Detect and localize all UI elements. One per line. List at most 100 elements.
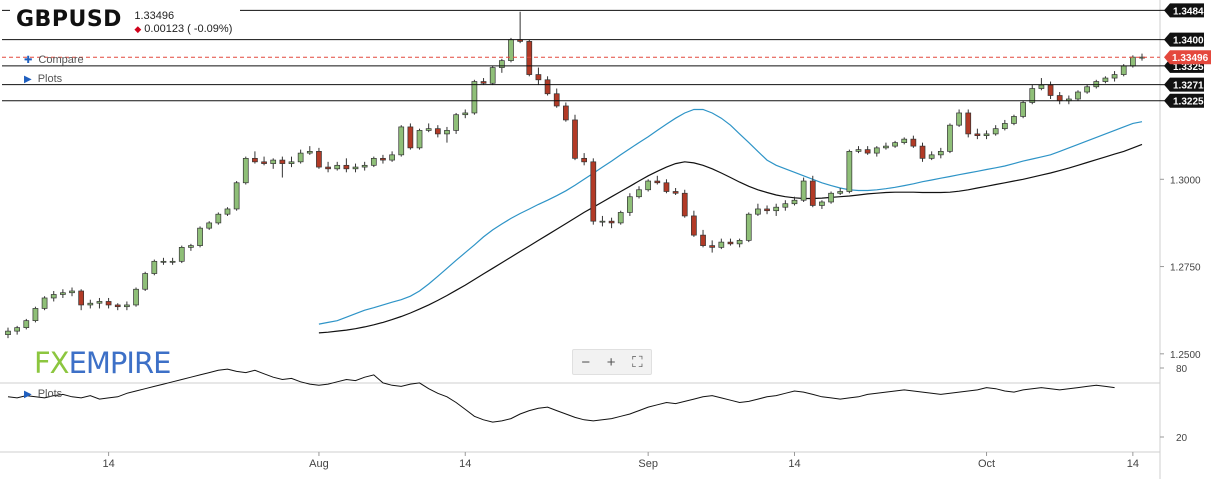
candle-body	[407, 126, 414, 149]
candle	[755, 203, 761, 216]
candle	[1047, 81, 1054, 99]
candle	[215, 212, 222, 225]
candle-body	[252, 157, 258, 163]
candle	[608, 217, 615, 229]
candle-body	[1093, 81, 1100, 88]
candle	[261, 156, 267, 166]
candle	[151, 259, 158, 276]
candle-body	[14, 327, 20, 332]
candle-body	[572, 119, 578, 159]
level-label-bg	[1164, 32, 1204, 47]
price-box: 1.33496 ◆ 0.00123 ( -0.09%)	[134, 10, 232, 36]
candle	[1029, 85, 1036, 105]
candle-body	[755, 208, 761, 215]
candle-body	[288, 161, 295, 164]
candle-body	[700, 234, 706, 246]
level-label: 1.3484	[1164, 3, 1204, 17]
candle-body	[983, 133, 990, 136]
candle	[343, 158, 350, 173]
candle	[965, 109, 972, 138]
candle-body	[846, 151, 853, 192]
candle-body	[956, 112, 962, 126]
candle	[764, 205, 770, 215]
horizontal-levels[interactable]: 1.3484 1.3400 1.3325 1.3271 1.3225 1.33496	[2, 3, 1211, 108]
candle-body	[325, 166, 331, 170]
candle	[663, 179, 670, 194]
level-label-text: 1.3325	[1173, 62, 1204, 73]
candle	[206, 221, 213, 230]
candle	[142, 271, 149, 291]
candle-body	[608, 220, 615, 224]
candle	[434, 125, 441, 138]
candle	[297, 149, 304, 164]
candle	[508, 37, 514, 63]
candle	[937, 147, 944, 159]
zoom-out-button[interactable]: −	[581, 353, 591, 371]
candle-body	[1075, 91, 1081, 100]
candle	[992, 125, 999, 136]
level-label: 1.3225	[1164, 93, 1204, 108]
candle	[974, 128, 981, 140]
x-tick-label: 14	[102, 458, 114, 470]
plots-label: Plots	[37, 73, 63, 85]
candle-body	[837, 191, 844, 194]
ma-fast-line	[318, 108, 1143, 325]
candle-body	[206, 222, 213, 229]
candle-body	[1020, 102, 1026, 117]
zoom-in-button[interactable]: +	[606, 353, 616, 371]
candle-body	[69, 290, 75, 294]
candle-body	[105, 301, 112, 306]
candle-body	[489, 67, 496, 84]
candle-body	[819, 201, 825, 206]
candle-body	[663, 182, 670, 192]
candle	[169, 257, 176, 265]
candle	[691, 210, 697, 237]
candle-body	[87, 302, 94, 306]
level-label-text: 1.3400	[1173, 36, 1204, 47]
candle-body	[151, 260, 158, 274]
oscillator-line	[7, 368, 1115, 423]
x-tick-label: 14	[459, 458, 471, 470]
candle	[425, 123, 432, 133]
candle	[535, 67, 542, 86]
candle	[5, 327, 11, 339]
lower-plots-menu[interactable]: ▶ Plots	[24, 388, 62, 400]
plots-menu[interactable]: ▶ Plots	[24, 73, 62, 85]
x-tick-label: Sep	[638, 458, 658, 470]
ma-slow-line	[318, 143, 1143, 334]
candle-body	[297, 152, 304, 163]
candle-body	[974, 133, 981, 136]
candle-body	[892, 142, 898, 147]
last-price: 1.33496	[134, 10, 175, 22]
candle-body	[791, 199, 798, 205]
fullscreen-button[interactable]: ⛶	[632, 353, 643, 371]
candle-body	[1102, 77, 1109, 82]
candle-body	[1038, 84, 1045, 89]
candle-body	[1001, 123, 1008, 130]
candle-body	[535, 74, 542, 81]
candle	[160, 257, 167, 265]
compare-menu[interactable]: ✚ Compare	[24, 54, 84, 66]
symbol-header: GBPUSD 1.33496 ◆ 0.00123 ( -0.09%)	[10, 5, 241, 38]
candle-body	[800, 180, 807, 201]
current-price-label: 1.33496	[1164, 50, 1211, 65]
candle-body	[718, 241, 725, 248]
candle-body	[1056, 95, 1063, 102]
candle	[188, 243, 194, 251]
candle	[69, 287, 75, 297]
candle-body	[691, 215, 697, 236]
candle-body	[627, 196, 633, 213]
candle	[1075, 90, 1081, 101]
osc-tick-label: 20	[1176, 433, 1188, 444]
candle	[60, 289, 66, 298]
candle-body	[782, 203, 789, 208]
candle	[791, 196, 798, 206]
candle	[581, 153, 587, 166]
y-axis: 1.2500 1.2750 1.3000	[1160, 175, 1201, 361]
x-tick-label: 14	[788, 458, 800, 470]
candle	[380, 154, 386, 164]
candle-body	[645, 180, 652, 191]
down-arrow-icon: ◆	[134, 24, 142, 34]
candle	[947, 123, 953, 154]
